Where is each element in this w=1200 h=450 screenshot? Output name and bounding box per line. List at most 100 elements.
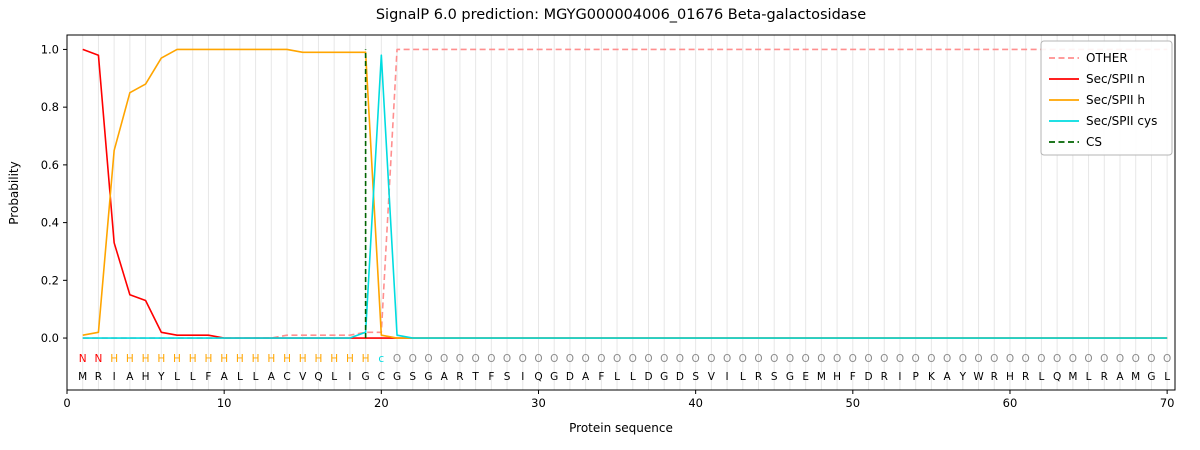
residue-letter: L (174, 371, 180, 383)
region-label-letter: O (786, 353, 794, 365)
x-tick-label: 10 (217, 396, 232, 410)
residue-letter: C (378, 371, 385, 383)
legend-item-label: CS (1086, 135, 1102, 149)
residue-letter: R (95, 371, 102, 383)
residue-letter: H (142, 371, 150, 383)
region-label-letter: O (1053, 353, 1061, 365)
residue-letter: L (253, 371, 259, 383)
residue-letter: R (755, 371, 762, 383)
gridlines (82, 35, 1168, 390)
residue-letter: M (817, 371, 826, 383)
region-label-letter: O (1163, 353, 1171, 365)
residue-letter: T (471, 371, 479, 383)
residue-letter: Y (157, 371, 165, 383)
y-tick-label: 0.8 (41, 100, 59, 114)
residue-letter: E (802, 371, 809, 383)
residue-letter: M (78, 371, 87, 383)
y-tick-label: 0.0 (41, 331, 59, 345)
region-label-letter: O (487, 353, 495, 365)
y-tick-label: 0.4 (41, 216, 59, 230)
chart-title: SignalP 6.0 prediction: MGYG000004006_01… (375, 7, 867, 23)
residue-letter: I (898, 371, 901, 383)
region-label-letter: O (739, 353, 747, 365)
residue-letter: Y (959, 371, 967, 383)
residue-letter: L (1038, 371, 1044, 383)
region-label-letter: O (1147, 353, 1155, 365)
plot-frame (66, 34, 1176, 391)
region-label-letter: O (1100, 353, 1108, 365)
region-label-letter: H (267, 353, 275, 365)
residue-letter: A (582, 371, 590, 383)
x-axis-label: Protein sequence (569, 421, 673, 435)
residue-letter: R (1101, 371, 1108, 383)
residue-letter: Q (314, 371, 322, 383)
residue-letter: D (864, 371, 872, 383)
residue-letter: G (550, 371, 558, 383)
x-tick-label: 30 (531, 396, 546, 410)
residue-letter: L (1164, 371, 1170, 383)
region-label-letter: H (283, 353, 291, 365)
region-label-letter: H (126, 353, 134, 365)
region-label-letter: H (220, 353, 228, 365)
residue-letter: V (708, 371, 716, 383)
region-label-letter: O (597, 353, 605, 365)
region-label-letter: O (943, 353, 951, 365)
residue-letter: R (881, 371, 888, 383)
residue-letter: F (488, 371, 494, 383)
residue-letter: I (348, 371, 351, 383)
region-label-letter: O (880, 353, 888, 365)
residue-letter: H (833, 371, 841, 383)
residue-letter: G (660, 371, 668, 383)
region-label-letter: O (896, 353, 904, 365)
region-label-letter: H (236, 353, 244, 365)
region-label-letter: O (1116, 353, 1124, 365)
residue-letter: G (424, 371, 432, 383)
region-label-letter: O (456, 353, 464, 365)
series-line-sec-spii-n (82, 48, 1168, 339)
region-label-letter: O (550, 353, 558, 365)
legend: OTHER Sec/SPII n Sec/SPII h Sec/SPII cys CS (1040, 40, 1173, 156)
region-label-letter: H (173, 353, 181, 365)
region-label-letter: O (676, 353, 684, 365)
region-label-letter: O (707, 353, 715, 365)
legend-item-label: OTHER (1086, 51, 1128, 65)
region-label-letter: O (503, 353, 511, 365)
residue-letter: A (268, 371, 276, 383)
region-label-letter: O (849, 353, 857, 365)
region-label-letter: H (362, 353, 370, 365)
residue-letter: F (850, 371, 856, 383)
residue-letter: R (456, 371, 463, 383)
residue-letter: L (614, 371, 620, 383)
region-label-letter: H (189, 353, 197, 365)
region-label-letter: H (252, 353, 260, 365)
residue-letter: D (676, 371, 684, 383)
residue-letter: F (598, 371, 604, 383)
residue-letter: W (973, 371, 984, 383)
sequence-rows: NMNRHIHAHHHYHLHLHFHAHLHLHAHCHVHQHLHIHGcC… (78, 353, 1171, 383)
residue-letter: L (190, 371, 196, 383)
region-label-letter: O (519, 353, 527, 365)
residue-letter: A (944, 371, 952, 383)
region-label-letter: O (959, 353, 967, 365)
y-tick-label: 0.6 (41, 158, 59, 172)
region-label-letter: O (974, 353, 982, 365)
residue-letter: G (393, 371, 401, 383)
residue-letter: I (726, 371, 729, 383)
region-label-letter: c (378, 353, 384, 365)
region-label-letter: O (1084, 353, 1092, 365)
region-label-letter: O (864, 353, 872, 365)
region-label-letter: H (142, 353, 150, 365)
residue-letter: P (913, 371, 919, 383)
series-line-other (82, 48, 1168, 339)
residue-letter: H (1006, 371, 1014, 383)
region-label-letter: O (424, 353, 432, 365)
residue-letter: D (644, 371, 652, 383)
residue-letter: I (113, 371, 116, 383)
residue-letter: A (221, 371, 229, 383)
region-label-letter: O (534, 353, 542, 365)
x-tick-label: 60 (1003, 396, 1018, 410)
residue-letter: R (991, 371, 998, 383)
x-tick-label: 50 (845, 396, 860, 410)
region-label-letter: O (566, 353, 574, 365)
series-line-sec-spii-h (82, 48, 1168, 339)
